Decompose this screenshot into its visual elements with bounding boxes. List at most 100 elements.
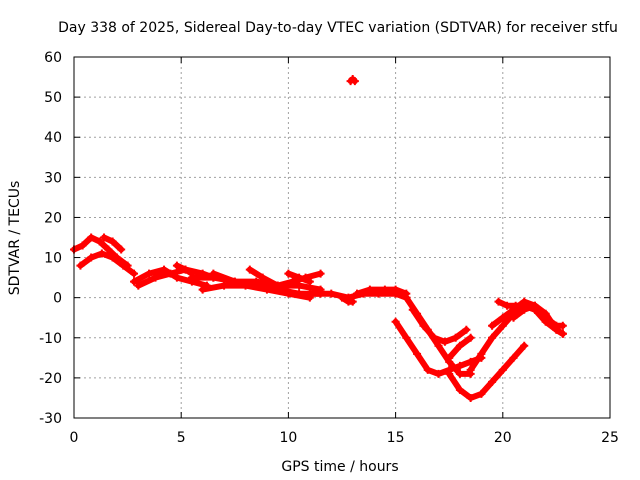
data-point	[445, 369, 454, 378]
data-point	[488, 333, 497, 342]
y-axis-label: SDTVAR / TECUs	[7, 181, 23, 296]
data-point	[295, 273, 304, 282]
y-tick-label: 30	[44, 170, 62, 186]
data-point	[552, 325, 561, 334]
data-point	[350, 77, 359, 86]
data-point	[498, 321, 507, 330]
data-point	[408, 305, 417, 314]
data-point	[466, 365, 475, 374]
data-point	[117, 245, 126, 254]
data-point	[108, 253, 117, 262]
data-point	[541, 309, 550, 318]
series-arc-10	[245, 265, 325, 290]
data-point	[466, 393, 475, 402]
data-point	[95, 237, 104, 246]
series-arc-11	[284, 269, 314, 286]
data-point	[338, 293, 346, 302]
data-point	[509, 353, 518, 362]
data-point	[262, 285, 271, 294]
series-line	[77, 250, 137, 277]
x-tick-label: 5	[177, 430, 186, 446]
data-point	[348, 297, 357, 306]
series-arc-22	[509, 301, 567, 338]
data-point	[466, 333, 475, 342]
data-point	[316, 269, 325, 278]
data-point	[530, 305, 539, 314]
series-arc-19	[445, 333, 475, 362]
x-tick-label: 25	[601, 430, 619, 446]
series-line	[446, 342, 528, 401]
data-point	[391, 317, 400, 326]
data-point	[220, 281, 229, 290]
data-point	[455, 369, 464, 378]
data-point	[100, 233, 109, 242]
data-point	[520, 341, 529, 350]
data-point	[258, 273, 267, 282]
data-point	[87, 253, 96, 262]
data-point	[455, 361, 464, 370]
data-point	[288, 277, 297, 286]
data-point	[327, 289, 336, 298]
data-point	[172, 261, 181, 270]
y-tick-label: 0	[53, 291, 62, 307]
y-tick-label: 20	[44, 210, 62, 226]
series-arc-5	[134, 265, 218, 290]
series-arc-8	[198, 281, 314, 302]
data-point	[434, 369, 443, 378]
data-point	[97, 249, 106, 258]
data-point	[402, 293, 411, 302]
x-tick-label: 20	[494, 430, 512, 446]
series-arc-14	[338, 293, 357, 306]
chart-title: Day 338 of 2025, Sidereal Day-to-day VTE…	[58, 20, 618, 36]
series-arc-24	[346, 75, 359, 86]
x-tick-label: 10	[279, 430, 297, 446]
data-point	[365, 285, 374, 294]
data-point	[434, 341, 443, 350]
data-point	[455, 341, 464, 350]
data-point	[187, 273, 196, 282]
x-tick-label: 0	[70, 430, 79, 446]
data-point	[430, 333, 439, 342]
data-point	[558, 321, 567, 330]
data-point	[245, 265, 254, 274]
data-point	[87, 233, 96, 242]
data-point	[419, 321, 428, 330]
data-point	[402, 333, 411, 342]
data-point	[509, 313, 518, 322]
y-tick-label: -30	[39, 411, 62, 427]
data-point	[130, 277, 139, 286]
plot-frame	[73, 56, 611, 419]
grid-layer	[74, 57, 610, 418]
x-tick-label: 15	[387, 430, 405, 446]
data-point	[520, 301, 529, 310]
data-point	[230, 277, 239, 286]
data-point	[353, 289, 362, 298]
series-arc-15	[391, 317, 486, 378]
data-point	[305, 289, 314, 298]
series-line	[409, 306, 470, 345]
data-point	[488, 321, 497, 330]
data-layer	[70, 75, 567, 402]
data-point	[503, 301, 512, 310]
data-point	[511, 301, 520, 310]
data-point	[455, 385, 464, 394]
y-tick-label: -10	[39, 331, 62, 347]
data-point	[134, 281, 143, 290]
data-point	[151, 273, 160, 282]
series-arc-23	[494, 297, 539, 314]
data-point	[130, 269, 139, 278]
y-tick-label: 50	[44, 90, 62, 106]
series-arc-2	[76, 249, 139, 278]
data-point	[119, 261, 128, 270]
data-point	[413, 349, 422, 358]
data-point	[498, 365, 507, 374]
data-point	[181, 265, 190, 274]
data-point	[558, 329, 567, 338]
data-point	[477, 389, 486, 398]
data-point	[166, 269, 175, 278]
data-point	[78, 241, 87, 250]
tick-layer: 0 5 10 15 20 25 -30 -20 -10 0 10 20 30 40 50 60	[39, 50, 619, 446]
x-axis-label: GPS time / hours	[281, 459, 398, 475]
data-point	[445, 353, 454, 362]
data-point	[198, 285, 207, 294]
